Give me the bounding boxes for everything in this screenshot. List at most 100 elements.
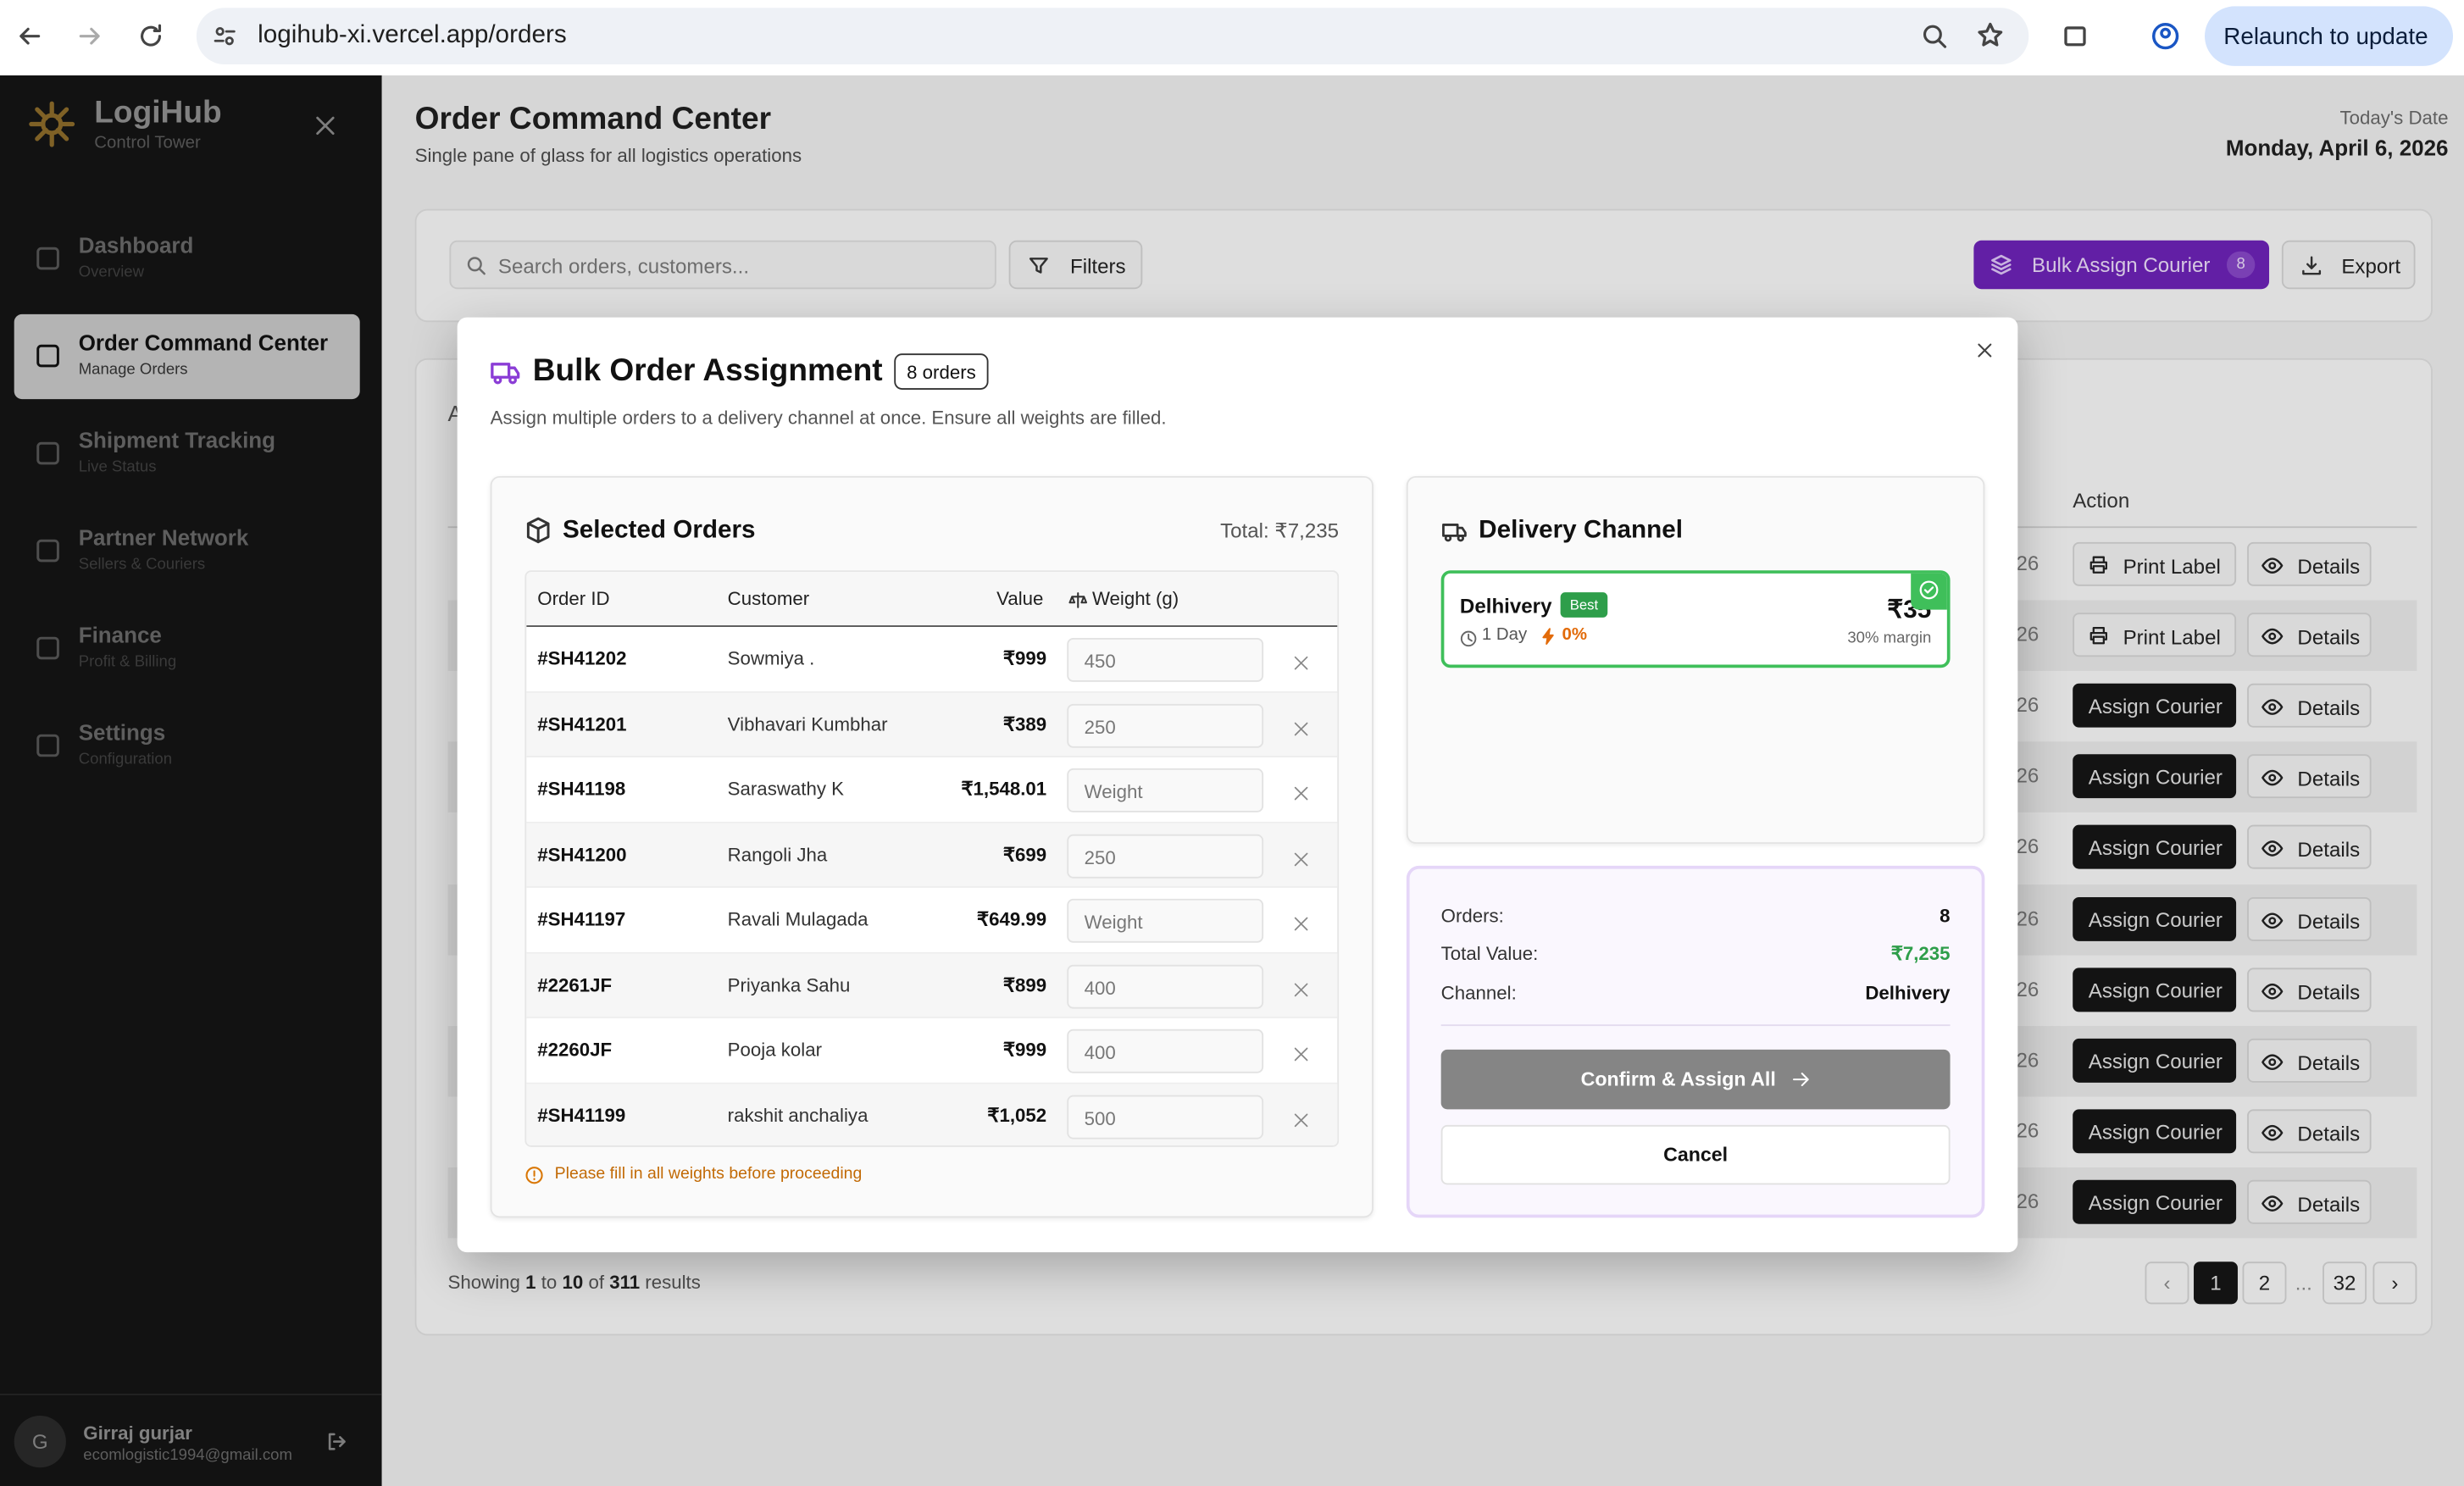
row-details-button[interactable]: Details [2247,613,2372,657]
row-action-button[interactable]: Assign Courier [2073,967,2237,1012]
row-action-button[interactable]: Assign Courier [2073,896,2237,940]
nav-label: Dashboard [78,232,194,258]
nav-item[interactable]: Finance Profit & Billing [14,607,360,691]
address-bar[interactable]: logihub-xi.vercel.app/orders [196,8,2029,65]
brand-name: LogiHub [94,96,222,130]
row-details-label: Details [2297,979,2361,1004]
page-button[interactable]: 32 [2322,1261,2367,1305]
row-action-button[interactable]: Assign Courier [2073,684,2237,729]
weight-value: 400 [1084,1041,1116,1064]
weight-input[interactable]: 250 [1067,702,1264,747]
export-button[interactable]: Export [2281,240,2416,290]
row-date-fragment: 26 [2016,551,2039,575]
orders-table: Order ID Customer Value Weight (g) #SH41202 S… [524,570,1340,1147]
scale-icon [1068,589,1088,608]
weight-value: 250 [1084,715,1116,738]
row-details-button[interactable]: Details [2247,896,2372,940]
page-button[interactable]: 2 [2242,1261,2287,1305]
row-action-button[interactable]: Print Label [2073,541,2237,586]
box-icon [524,517,552,544]
order-row: #SH41200 Rangoli Jha ₹699 250 [526,822,1338,888]
cancel-button[interactable]: Cancel [1440,1124,1951,1185]
order-customer: rakshit anchaliya [727,1103,869,1126]
weight-input[interactable]: 500 [1067,1094,1264,1139]
order-id: #SH41201 [537,713,627,735]
nav-item[interactable]: Shipment Tracking Live Status [14,412,360,496]
row-action-button[interactable]: Assign Courier [2073,1179,2237,1224]
summary-part: 1 [525,1271,536,1294]
row-action-button[interactable]: Assign Courier [2073,1108,2237,1153]
reload-button [136,22,164,50]
relaunch-text: Relaunch to update [2223,23,2428,51]
weight-input[interactable]: 400 [1067,963,1264,1008]
weight-input[interactable]: 400 [1067,1029,1264,1073]
zoom-icon [1920,22,1948,50]
weight-input[interactable]: 450 [1067,637,1264,682]
bulk-label: Bulk Assign Courier [2031,252,2211,277]
row-details-button[interactable]: Details [2247,541,2372,586]
row-action-button[interactable]: Print Label [2073,613,2237,657]
row-details-button[interactable]: Details [2247,1038,2372,1083]
modal-close [1975,340,1994,358]
weight-input[interactable]: Weight [1067,898,1264,943]
nav-item[interactable]: Dashboard Overview [14,217,360,302]
nav-label: Partner Network [78,524,249,551]
channel-option[interactable]: Delhivery Best 1 Day 0% ₹35 30% margin [1440,570,1951,668]
row-details-button[interactable]: Details [2247,825,2372,870]
weight-input[interactable]: Weight [1067,768,1264,812]
brand-tagline: Control Tower [94,133,201,152]
truck-icon [489,357,522,386]
channel-heading: Delivery Channel [1479,517,1683,544]
order-row: #2260JF Pooja kolar ₹999 400 [526,1018,1338,1084]
row-action-button[interactable]: Assign Courier [2073,1038,2237,1083]
row-details-button[interactable]: Details [2247,684,2372,729]
weight-value: 400 [1084,976,1116,999]
nav-icon [35,732,62,759]
bulk-icon [1990,253,2013,277]
search-input[interactable]: Search orders, customers... [449,240,996,290]
prev-page[interactable]: ‹ [2145,1261,2189,1305]
check-icon [1918,579,1939,600]
pagination-summary: Showing 1 to 10 of 311 results [448,1271,701,1293]
row-action-button[interactable]: Assign Courier [2073,825,2237,870]
nav-item[interactable]: Partner Network Sellers & Couriers [14,509,360,594]
confirm-button[interactable]: Confirm & Assign All [1440,1049,1951,1110]
row-action-button[interactable]: Assign Courier [2073,754,2237,799]
date-label: Today's Date [2339,107,2449,130]
order-value: ₹899 [1002,973,1047,995]
row-action-label: Assign Courier [2088,765,2223,790]
row-action-label: Assign Courier [2088,1119,2223,1144]
row-action-label: Assign Courier [2088,1190,2223,1215]
row-details-button[interactable]: Details [2247,1179,2372,1224]
row-details-button[interactable]: Details [2247,754,2372,799]
order-customer: Sowmiya . [727,647,815,670]
column-header: Customer [727,587,810,610]
nav-item[interactable]: Settings Configuration [14,704,360,789]
relaunch-button[interactable]: Relaunch to update [2205,6,2454,66]
nav-item[interactable]: Order Command Center Manage Orders [14,313,360,400]
filters-icon [1028,254,1050,276]
order-row: #SH41202 Sowmiya . ₹999 450 [526,627,1338,692]
eye-icon [2261,1192,2284,1214]
order-id: #SH41200 [537,842,627,865]
row-details-button[interactable]: Details [2247,967,2372,1012]
filters-button[interactable]: Filters [1008,240,1143,290]
order-row: #SH41199 rakshit anchaliya ₹1,052 500 [526,1083,1338,1146]
row-details-label: Details [2297,838,2361,862]
summary-divider [1440,1024,1951,1027]
remove-order [1293,781,1309,801]
nav-sub: Sellers & Couriers [78,556,206,574]
warning-icon [524,1164,543,1184]
delivery-channel-panel: Delivery Channel Delhivery Best 1 Day 0% ₹35 3… [1406,475,1985,844]
page-button: ... [2295,1271,2312,1295]
bulk-assign-button[interactable]: Bulk Assign Courier 8 [1973,240,2270,290]
next-page[interactable]: › [2372,1261,2417,1305]
nav-sub: Manage Orders [78,361,188,379]
weight-input[interactable]: 250 [1067,833,1264,878]
row-details-button[interactable]: Details [2247,1108,2372,1153]
order-row: #SH41201 Vibhavari Kumbhar ₹389 250 [526,691,1338,757]
page-button[interactable]: 1 [2194,1261,2238,1305]
page-title: Order Command Center [414,102,772,137]
close-sidebar [313,114,338,139]
